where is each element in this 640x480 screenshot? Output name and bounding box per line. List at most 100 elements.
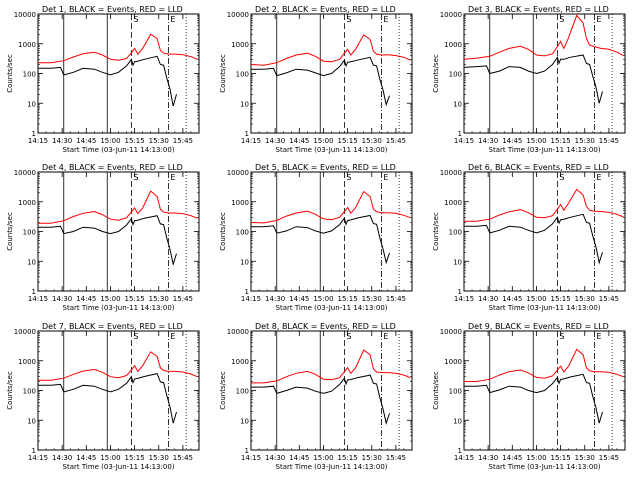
x-tick-label: 15:30 bbox=[362, 295, 382, 303]
y-tick-label: 100 bbox=[236, 388, 249, 396]
y-tick-label: 1 bbox=[458, 130, 462, 138]
x-tick-label: 14:15 bbox=[454, 295, 474, 303]
y-tick-label: 10000 bbox=[440, 328, 462, 336]
marker-label: E bbox=[170, 15, 175, 24]
x-tick-label: 14:15 bbox=[241, 454, 261, 462]
marker-label: S bbox=[133, 15, 138, 24]
y-tick-label: 1 bbox=[32, 130, 36, 138]
x-tick-label: 14:15 bbox=[241, 295, 261, 303]
x-tick-label: 14:30 bbox=[52, 137, 72, 145]
y-tick-label: 10 bbox=[27, 417, 36, 425]
y-tick-label: 1 bbox=[245, 447, 249, 455]
x-tick-label: 14:45 bbox=[76, 295, 96, 303]
y-tick-label: 10000 bbox=[14, 328, 36, 336]
panel-title: Det 2, BLACK = Events, RED = LLD bbox=[255, 5, 396, 14]
plot-frame bbox=[37, 330, 200, 451]
series-events bbox=[251, 374, 390, 425]
x-tick-label: 15:45 bbox=[173, 454, 193, 462]
y-tick-label: 1 bbox=[245, 288, 249, 296]
x-tick-label: 14:30 bbox=[265, 295, 285, 303]
x-axis-label: Start Time (03-Jun-11 14:13:00) bbox=[63, 463, 175, 471]
x-tick-label: 15:15 bbox=[338, 137, 358, 145]
y-tick-label: 1 bbox=[458, 288, 462, 296]
marker-label: E bbox=[596, 173, 601, 182]
x-tick-label: 14:45 bbox=[289, 295, 309, 303]
y-tick-label: 1 bbox=[32, 288, 36, 296]
series-lld bbox=[464, 188, 624, 222]
x-tick-label: 15:45 bbox=[173, 137, 193, 145]
x-tick-label: 14:15 bbox=[28, 137, 48, 145]
x-tick-label: 15:00 bbox=[100, 137, 120, 145]
series-events bbox=[251, 214, 390, 265]
marker-label: S bbox=[559, 15, 564, 24]
x-tick-label: 14:45 bbox=[289, 137, 309, 145]
plot-frame bbox=[37, 13, 200, 134]
marker-label: E bbox=[170, 332, 175, 341]
series-lld bbox=[38, 33, 198, 64]
series-events bbox=[38, 55, 177, 107]
series-lld bbox=[251, 349, 411, 384]
marker-label: S bbox=[346, 332, 351, 341]
series-events bbox=[464, 213, 603, 265]
x-tick-label: 15:15 bbox=[551, 137, 571, 145]
x-tick-label: 14:45 bbox=[502, 454, 522, 462]
panel-9: Det 9, BLACK = Events, RED = LLD 1 10 100 10… bbox=[432, 322, 626, 471]
y-tick-label: 10 bbox=[27, 258, 36, 266]
marker-label: E bbox=[596, 15, 601, 24]
x-tick-label: 15:15 bbox=[551, 295, 571, 303]
x-tick-label: 14:30 bbox=[265, 137, 285, 145]
x-tick-label: 15:15 bbox=[125, 137, 145, 145]
x-tick-label: 14:15 bbox=[454, 454, 474, 462]
x-tick-label: 15:00 bbox=[526, 454, 546, 462]
marker-label: E bbox=[596, 332, 601, 341]
x-tick-label: 15:00 bbox=[313, 454, 333, 462]
y-tick-label: 1 bbox=[245, 130, 249, 138]
y-axis-label: Counts/sec bbox=[432, 212, 440, 251]
marker-label: S bbox=[133, 173, 138, 182]
series-events bbox=[38, 215, 177, 267]
x-tick-label: 15:00 bbox=[313, 295, 333, 303]
y-tick-label: 1000 bbox=[18, 199, 36, 207]
x-axis-label: Start Time (03-Jun-11 14:13:00) bbox=[63, 304, 175, 312]
y-tick-label: 1000 bbox=[444, 358, 462, 366]
marker-label: E bbox=[170, 173, 175, 182]
y-tick-label: 100 bbox=[449, 71, 462, 79]
plot-frame bbox=[463, 171, 626, 292]
series-events bbox=[464, 373, 603, 424]
y-tick-label: 1 bbox=[32, 447, 36, 455]
series-lld bbox=[38, 190, 198, 224]
y-axis-label: Counts/sec bbox=[219, 54, 227, 93]
y-tick-label: 10 bbox=[453, 417, 462, 425]
x-tick-label: 14:30 bbox=[478, 295, 498, 303]
x-tick-label: 15:30 bbox=[149, 295, 169, 303]
y-tick-label: 100 bbox=[23, 229, 36, 237]
x-tick-label: 15:30 bbox=[362, 454, 382, 462]
y-tick-label: 10000 bbox=[227, 169, 249, 177]
x-tick-label: 14:15 bbox=[28, 295, 48, 303]
panel-1: Det 1, BLACK = Events, RED = LLD 1 10 100 10… bbox=[6, 5, 200, 154]
marker-label: S bbox=[559, 332, 564, 341]
x-tick-label: 15:15 bbox=[125, 295, 145, 303]
y-tick-label: 10000 bbox=[227, 328, 249, 336]
x-tick-label: 15:30 bbox=[575, 295, 595, 303]
y-axis-label: Counts/sec bbox=[6, 212, 14, 251]
x-tick-label: 15:45 bbox=[386, 295, 406, 303]
y-tick-label: 1000 bbox=[18, 41, 36, 49]
y-tick-label: 1000 bbox=[18, 358, 36, 366]
x-tick-label: 14:30 bbox=[52, 295, 72, 303]
marker-label: E bbox=[383, 332, 388, 341]
y-tick-label: 1000 bbox=[231, 358, 249, 366]
series-lld bbox=[463, 14, 624, 60]
panel-4: Det 4, BLACK = Events, RED = LLD 1 10 100 10… bbox=[6, 163, 200, 312]
y-axis-label: Counts/sec bbox=[219, 212, 227, 251]
x-axis-label: Start Time (03-Jun-11 14:13:00) bbox=[489, 304, 601, 312]
panel-7: Det 7, BLACK = Events, RED = LLD 1 10 100 10… bbox=[6, 322, 200, 471]
panel-title: Det 7, BLACK = Events, RED = LLD bbox=[42, 322, 183, 331]
x-tick-label: 15:15 bbox=[338, 295, 358, 303]
panel-8: Det 8, BLACK = Events, RED = LLD 1 10 100 10… bbox=[219, 322, 413, 471]
y-tick-label: 100 bbox=[23, 71, 36, 79]
x-tick-label: 15:45 bbox=[173, 295, 193, 303]
x-tick-label: 15:00 bbox=[100, 454, 120, 462]
y-tick-label: 10000 bbox=[440, 169, 462, 177]
series-lld bbox=[464, 348, 624, 382]
